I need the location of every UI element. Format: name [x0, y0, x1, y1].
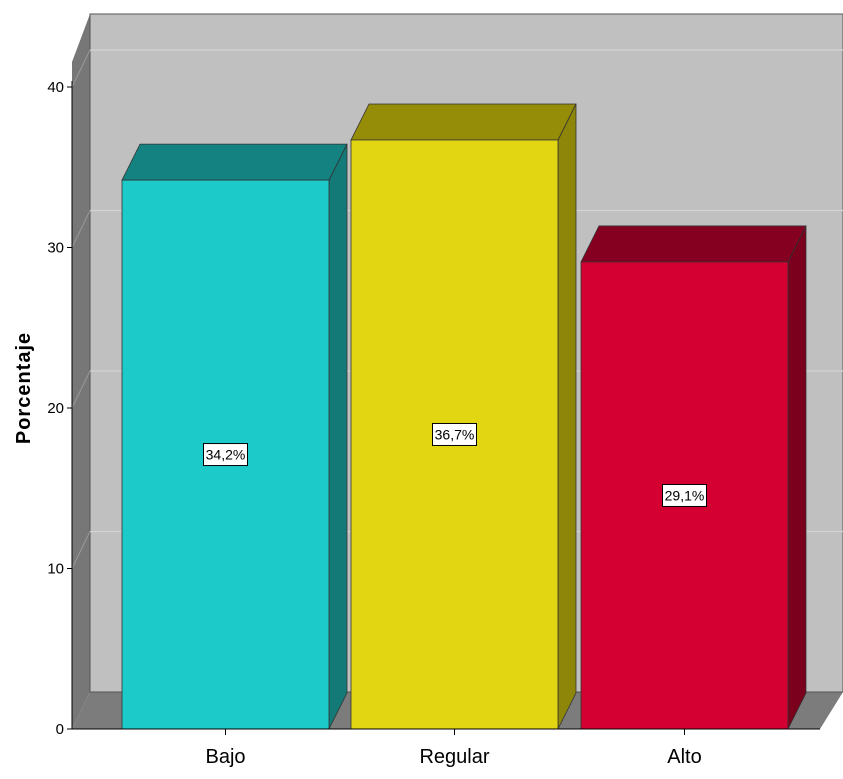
bar-side-face: [557, 103, 577, 730]
x-tick-label: Bajo: [205, 746, 245, 768]
y-tick-label: 40: [47, 79, 64, 96]
data-label-box: [432, 422, 477, 446]
y-tick-label: 10: [47, 561, 64, 578]
bar-top-face: [580, 225, 807, 263]
bars: 34,2% 36,7% 29,1%: [121, 103, 807, 730]
data-label: 34,2%: [206, 447, 246, 463]
data-label: 36,7%: [435, 426, 475, 442]
bar-top-face: [350, 103, 577, 141]
x-tick-label: Alto: [667, 746, 701, 768]
y-axis: 0 10 20 30 40: [47, 79, 73, 738]
x-tick-label: Regular: [419, 746, 489, 768]
bar-regular: 36,7%: [350, 103, 577, 730]
y-tick-label: 30: [47, 240, 64, 257]
bar-side-face: [328, 143, 348, 730]
y-axis-title: Porcentaje: [13, 332, 35, 444]
gridline-wall: [71, 210, 91, 248]
y-tick-label: 0: [56, 721, 64, 738]
plot-left-wall: [72, 14, 90, 729]
bar-top-face: [121, 143, 348, 181]
bar-bajo: 34,2%: [121, 143, 348, 730]
x-axis: Bajo Regular Alto: [72, 728, 820, 768]
gridline-wall: [71, 531, 91, 569]
y-tick-label: 20: [47, 400, 64, 417]
data-label-box: [203, 443, 248, 467]
data-label: 29,1%: [665, 487, 705, 503]
bar-side-face: [787, 225, 807, 730]
gridline-wall: [71, 370, 91, 409]
gridline-wall: [71, 49, 91, 88]
data-label-box: [662, 483, 707, 507]
bar-alto: 29,1%: [580, 225, 807, 730]
